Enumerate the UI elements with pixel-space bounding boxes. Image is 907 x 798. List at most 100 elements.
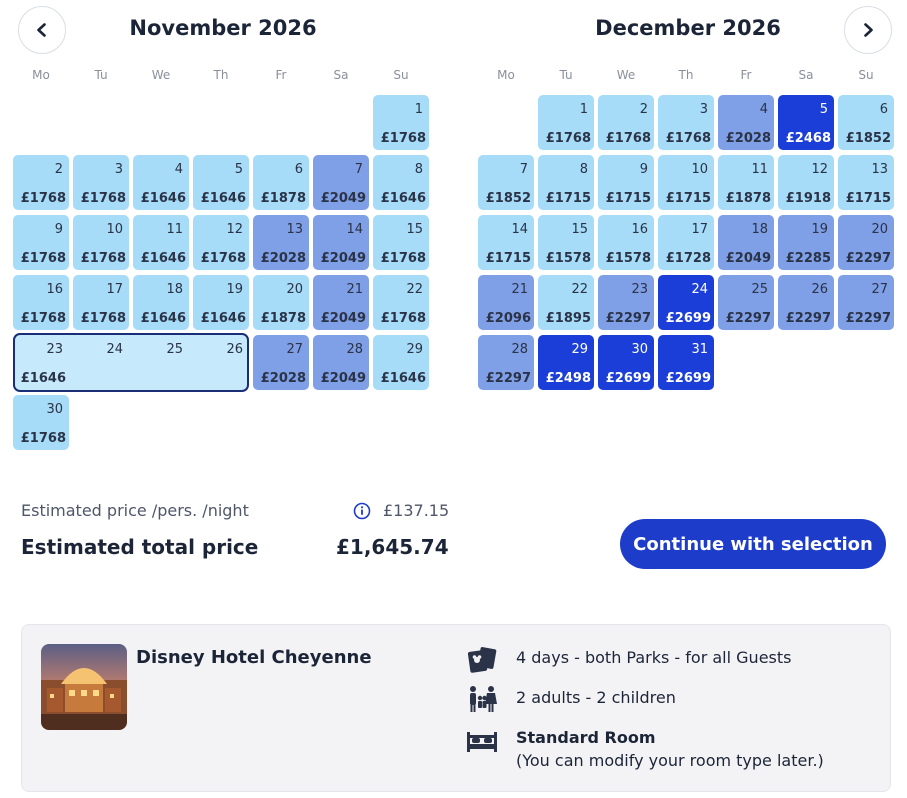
calendar-day-cell[interactable]: 11 £1646 — [133, 215, 189, 270]
day-number: 12 — [811, 162, 828, 177]
calendar-day-cell[interactable]: 23 £1646 — [13, 335, 69, 390]
calendar-day-cell[interactable]: 30 £1768 — [13, 395, 69, 450]
calendar-day-cell[interactable]: 7 £1852 — [478, 155, 534, 210]
day-price: £2297 — [845, 251, 891, 266]
calendar-day-cell[interactable]: 16 £1578 — [598, 215, 654, 270]
day-number: 23 — [631, 282, 648, 297]
day-price: £1646 — [200, 191, 246, 206]
selected-date-range[interactable] — [13, 333, 249, 392]
calendar-day-cell[interactable]: 18 £2049 — [718, 215, 774, 270]
calendar-day-cell[interactable]: 26 — [193, 335, 249, 390]
day-price: £1768 — [380, 251, 426, 266]
day-number: 7 — [354, 162, 363, 177]
calendar-day-cell[interactable]: 31 £2699 — [658, 335, 714, 390]
day-number: 26 — [226, 342, 243, 357]
calendar-day-cell[interactable]: 28 £2297 — [478, 335, 534, 390]
calendar-day-cell[interactable]: 18 £1646 — [133, 275, 189, 330]
calendar-day-cell[interactable]: 29 £2498 — [538, 335, 594, 390]
day-number: 16 — [631, 222, 648, 237]
calendar-day-cell[interactable]: 1 £1768 — [373, 95, 429, 150]
calendar-day-cell[interactable]: 4 £2028 — [718, 95, 774, 150]
calendar-day-cell[interactable]: 26 £2297 — [778, 275, 834, 330]
day-number: 12 — [226, 222, 243, 237]
day-number: 25 — [751, 282, 768, 297]
calendar-day-cell[interactable]: 16 £1768 — [13, 275, 69, 330]
calendar-month-november: November 2026 Mo Tu We Th Fr Sa Su 1 £1768 2 £1768… — [13, 0, 433, 460]
calendar-day-cell[interactable]: 23 £2297 — [598, 275, 654, 330]
calendar-day-cell[interactable]: 22 £1768 — [373, 275, 429, 330]
bed-icon — [467, 732, 497, 752]
calendar-day-cell[interactable]: 28 £2049 — [313, 335, 369, 390]
calendar-day-cell[interactable]: 24 — [73, 335, 129, 390]
day-number: 10 — [106, 222, 123, 237]
calendar-day-cell[interactable]: 2 £1768 — [598, 95, 654, 150]
calendar-day-cell[interactable]: 12 £1768 — [193, 215, 249, 270]
calendar-day-cell[interactable]: 9 £1715 — [598, 155, 654, 210]
day-number: 30 — [46, 402, 63, 417]
previous-month-button[interactable] — [18, 6, 66, 54]
calendar-day-cell[interactable]: 25 — [133, 335, 189, 390]
info-icon[interactable] — [353, 502, 371, 520]
calendar-day-cell[interactable]: 30 £2699 — [598, 335, 654, 390]
day-number: 2 — [639, 102, 648, 117]
day-number: 15 — [571, 222, 588, 237]
calendar-day-cell[interactable]: 21 £2049 — [313, 275, 369, 330]
calendar-day-cell[interactable]: 20 £2297 — [838, 215, 894, 270]
calendar-day-cell[interactable]: 22 £1895 — [538, 275, 594, 330]
calendar-day-cell[interactable]: 14 £1715 — [478, 215, 534, 270]
calendar-day-cell[interactable]: 29 £1646 — [373, 335, 429, 390]
calendar-day-cell[interactable]: 5 £2468 — [778, 95, 834, 150]
calendar-day-cell[interactable]: 1 £1768 — [538, 95, 594, 150]
calendar-day-cell[interactable]: 4 £1646 — [133, 155, 189, 210]
day-price: £2297 — [725, 311, 771, 326]
day-price: £1728 — [665, 251, 711, 266]
calendar-day-cell[interactable]: 8 £1646 — [373, 155, 429, 210]
calendar-day-cell[interactable]: 13 £1715 — [838, 155, 894, 210]
calendar-day-cell[interactable]: 3 £1768 — [658, 95, 714, 150]
calendar-day-cell[interactable]: 21 £2096 — [478, 275, 534, 330]
day-price: £1852 — [845, 131, 891, 146]
calendar-day-cell[interactable]: 17 £1768 — [73, 275, 129, 330]
calendar-day-cell[interactable]: 2 £1768 — [13, 155, 69, 210]
calendar-day-cell[interactable]: 6 £1878 — [253, 155, 309, 210]
calendar-day-cell[interactable]: 12 £1918 — [778, 155, 834, 210]
weekday-label: Mo — [497, 68, 515, 82]
calendar-day-cell[interactable]: 5 £1646 — [193, 155, 249, 210]
day-price: £1878 — [260, 191, 306, 206]
calendar-day-cell[interactable]: 6 £1852 — [838, 95, 894, 150]
calendar-day-cell[interactable]: 19 £2285 — [778, 215, 834, 270]
calendar-day-cell[interactable]: 19 £1646 — [193, 275, 249, 330]
room-type-title: Standard Room — [516, 728, 656, 747]
calendar-day-cell[interactable]: 11 £1878 — [718, 155, 774, 210]
day-price: £1646 — [20, 371, 66, 386]
calendar-day-cell[interactable]: 10 £1768 — [73, 215, 129, 270]
calendar-day-cell[interactable]: 15 £1578 — [538, 215, 594, 270]
calendar-day-cell[interactable]: 25 £2297 — [718, 275, 774, 330]
day-price: £1878 — [725, 191, 771, 206]
continue-with-selection-button[interactable]: Continue with selection — [620, 519, 886, 569]
next-month-button[interactable] — [844, 6, 892, 54]
calendar-day-cell[interactable]: 9 £1768 — [13, 215, 69, 270]
calendar-day-cell[interactable]: 3 £1768 — [73, 155, 129, 210]
calendar-day-cell[interactable]: 20 £1878 — [253, 275, 309, 330]
weekday-label: Th — [213, 68, 229, 82]
calendar-day-cell[interactable]: 14 £2049 — [313, 215, 369, 270]
calendar-day-cell[interactable]: 27 £2028 — [253, 335, 309, 390]
day-number: 15 — [406, 222, 423, 237]
total-price-label: Estimated total price — [21, 535, 259, 559]
calendar-day-cell[interactable]: 10 £1715 — [658, 155, 714, 210]
calendar-day-cell[interactable]: 15 £1768 — [373, 215, 429, 270]
day-price: £1768 — [20, 311, 66, 326]
calendar-day-cell[interactable]: 8 £1715 — [538, 155, 594, 210]
day-number: 10 — [691, 162, 708, 177]
day-price: £2049 — [320, 311, 366, 326]
day-price: £1768 — [380, 131, 426, 146]
calendar-day-cell[interactable]: 27 £2297 — [838, 275, 894, 330]
calendar-day-cell[interactable]: 7 £2049 — [313, 155, 369, 210]
calendar-day-cell[interactable]: 24 £2699 — [658, 275, 714, 330]
day-number: 7 — [519, 162, 528, 177]
calendar-day-cell[interactable]: 17 £1728 — [658, 215, 714, 270]
calendar-day-cell[interactable]: 13 £2028 — [253, 215, 309, 270]
day-number: 1 — [414, 102, 423, 117]
day-price: £2049 — [320, 191, 366, 206]
